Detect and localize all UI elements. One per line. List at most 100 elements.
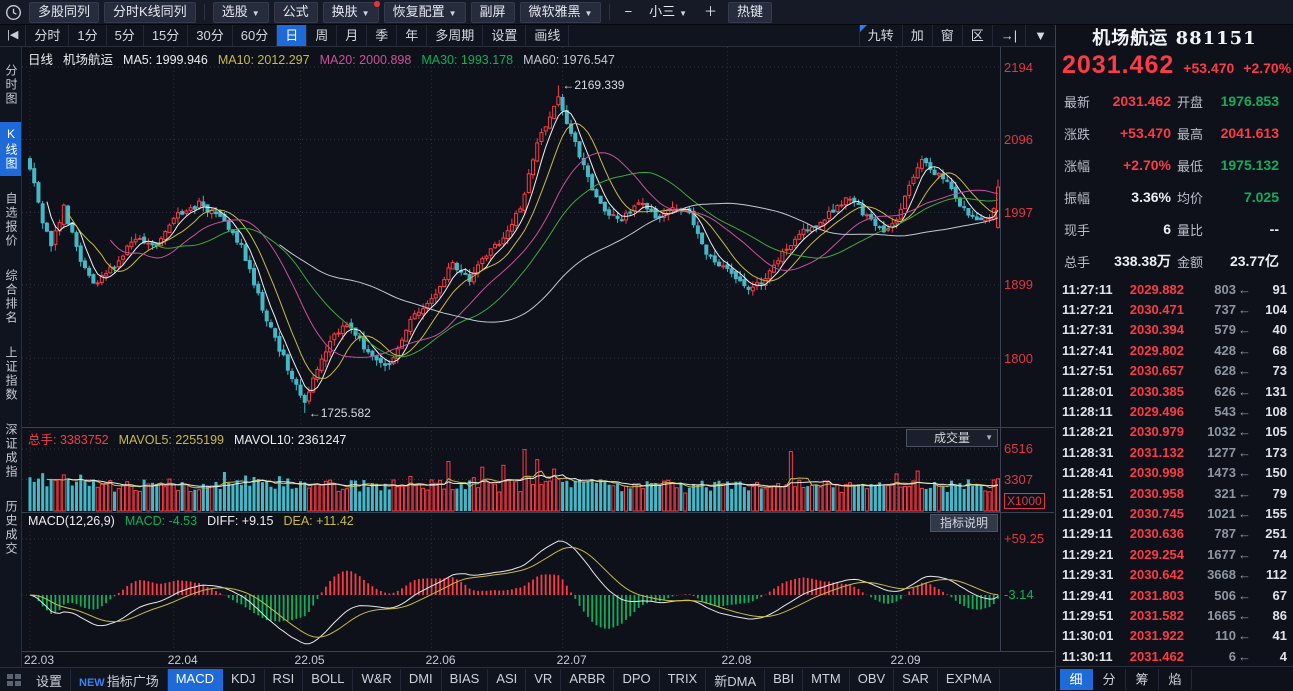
period-tab-week[interactable]: 周 <box>307 25 338 47</box>
tick-row[interactable]: 11:28:41 2030.998 1473 ← 150 <box>1062 463 1287 483</box>
formula-button[interactable]: 公式 <box>273 1 318 23</box>
sidebar-item-history-trades[interactable]: 历史成交 <box>4 500 18 557</box>
tick-row[interactable]: 11:30:01 2031.922 110 ← 41 <box>1062 626 1287 646</box>
window-button[interactable]: 窗 <box>931 25 962 47</box>
tick-row[interactable]: 11:27:11 2029.882 803 ← 91 <box>1062 279 1287 299</box>
period-tab-day[interactable]: 日 <box>277 25 308 47</box>
macd-axis-label: +59.25 <box>1004 531 1045 547</box>
period-tab-60min[interactable]: 60分 <box>233 25 278 47</box>
indicator-tab-bbi[interactable]: BBI <box>765 668 804 691</box>
tick-row[interactable]: 11:28:51 2030.958 321 ← 79 <box>1062 483 1287 503</box>
sidebar-item-szse-index[interactable]: 深证成指 <box>4 423 18 480</box>
indicator-tab-sar[interactable]: SAR <box>894 668 938 691</box>
tick-arrow-icon: ← <box>1238 526 1251 542</box>
ma-value: MA10: 2012.297 <box>217 53 310 68</box>
tick-volume: 543 <box>1214 404 1236 420</box>
panel-tab-tick-detail[interactable]: 细 <box>1060 669 1093 690</box>
tick-row[interactable]: 11:27:41 2029.802 428 ← 68 <box>1062 340 1287 360</box>
field-value: 338.38万 <box>1114 253 1171 269</box>
panel-tab-chips[interactable]: 筹 <box>1126 669 1159 690</box>
tick-row[interactable]: 11:28:31 2031.132 1277 ← 173 <box>1062 442 1287 462</box>
skin-button[interactable]: 换肤 ▼ <box>322 0 380 23</box>
sidebar-item-watchlist-quotes[interactable]: 自选报价 <box>4 192 18 249</box>
tick-row[interactable]: 11:27:51 2030.657 628 ← 73 <box>1062 361 1287 381</box>
tick-row[interactable]: 11:29:11 2030.636 787 ← 251 <box>1062 524 1287 544</box>
panel-tab-flame[interactable]: 焰 <box>1159 669 1192 690</box>
sidebar-item-kline-chart[interactable]: K线图 <box>0 122 21 177</box>
sidebar-item-sse-index[interactable]: 上证指数 <box>4 346 18 403</box>
period-tab-1min[interactable]: 1分 <box>69 25 107 47</box>
font-larger-button[interactable]: ＋ <box>698 3 723 22</box>
indicator-settings-button[interactable]: 设置 <box>28 668 72 691</box>
intraday-kline-grid-button[interactable]: 分时K线同列 <box>104 1 196 23</box>
tick-row[interactable]: 11:29:21 2029.254 1677 ← 74 <box>1062 544 1287 564</box>
period-tab-30min[interactable]: 30分 <box>188 25 233 47</box>
jump-right-button[interactable]: →| <box>991 25 1025 47</box>
period-tab-draw-line[interactable]: 画线 <box>526 25 570 47</box>
indicator-tab-wr[interactable]: W&R <box>353 668 401 691</box>
tick-row[interactable]: 11:28:11 2029.496 543 ← 108 <box>1062 401 1287 421</box>
indicator-help-button[interactable]: 指标说明 <box>930 514 998 533</box>
period-tab-intraday[interactable]: 分时 <box>26 25 70 47</box>
nine-turn-button[interactable]: 九转 <box>858 25 902 47</box>
tick-row[interactable]: 11:28:21 2030.979 1032 ← 105 <box>1062 422 1287 442</box>
hotkey-button[interactable]: 热键 <box>728 1 773 23</box>
tick-volume: 579 <box>1214 322 1236 338</box>
tick-row[interactable]: 11:30:11 2031.462 6 ← 4 <box>1062 646 1287 666</box>
indicator-tab-asi[interactable]: ASI <box>488 668 527 691</box>
tick-price: 2030.745 <box>1129 505 1184 521</box>
toolbar-separator <box>203 4 205 20</box>
indicator-tab-dpo[interactable]: DPO <box>614 668 660 691</box>
period-tab-quarter[interactable]: 季 <box>367 25 398 47</box>
indicator-tab-obv[interactable]: OBV <box>850 668 895 691</box>
font-smaller-button[interactable]: − <box>618 3 638 22</box>
zone-button[interactable]: 区 <box>961 25 992 47</box>
indicator-tab-macd[interactable]: MACD <box>167 668 223 691</box>
indicator-market-button[interactable]: NEW 指标广场 <box>71 668 168 691</box>
tick-row[interactable]: 11:27:21 2030.471 737 ← 104 <box>1062 299 1287 319</box>
period-tab-15min[interactable]: 15分 <box>144 25 189 47</box>
stock-name: 机场航运 <box>1092 28 1169 49</box>
add-button[interactable]: 加 <box>901 25 932 47</box>
layout-grid-icon[interactable] <box>6 673 22 687</box>
tick-price: 2029.254 <box>1129 546 1184 562</box>
indicator-tab-mtm[interactable]: MTM <box>803 668 850 691</box>
indicator-tab-boll[interactable]: BOLL <box>303 668 354 691</box>
tick-row[interactable]: 11:29:31 2030.642 3668 ← 112 <box>1062 564 1287 584</box>
tick-row[interactable]: 11:29:51 2031.582 1665 ← 86 <box>1062 605 1287 625</box>
period-tab-5min[interactable]: 5分 <box>107 25 144 47</box>
indicator-tab-expma[interactable]: EXPMA <box>938 668 1001 691</box>
period-tab-year[interactable]: 年 <box>397 25 428 47</box>
volume-indicator-dropdown[interactable]: 成交量 ▼ <box>906 429 998 448</box>
font-size-button[interactable]: 小三 ▼ <box>643 3 693 22</box>
period-tab-multi-period[interactable]: 多周期 <box>427 25 484 47</box>
indicator-tab-trix[interactable]: TRIX <box>660 668 707 691</box>
tick-row[interactable]: 11:28:01 2030.385 626 ← 131 <box>1062 381 1287 401</box>
tick-list[interactable]: 11:27:11 2029.882 803 ← 91 11:27:21 2030.471 73… <box>1056 277 1293 666</box>
sidebar-item-intraday-chart[interactable]: 分时图 <box>4 64 18 107</box>
tick-row[interactable]: 11:29:01 2030.745 1021 ← 155 <box>1062 503 1287 523</box>
indicator-tab-arbr[interactable]: ARBR <box>561 668 615 691</box>
indicator-tab-rsi[interactable]: RSI <box>265 668 304 691</box>
sidebar-item-ranking[interactable]: 综合排名 <box>4 269 18 326</box>
indicator-tab-vr[interactable]: VR <box>526 668 562 691</box>
secondary-screen-button[interactable]: 副屏 <box>470 1 515 23</box>
indicator-tab-kdj[interactable]: KDJ <box>223 668 265 691</box>
panel-tab-minute[interactable]: 分 <box>1093 669 1126 690</box>
collapse-left-icon[interactable]: |◀ <box>0 25 27 47</box>
stock-picker-button[interactable]: 选股 ▼ <box>212 1 269 23</box>
macd-value: DEA: +11.42 <box>283 514 354 529</box>
font-select-button[interactable]: 微软雅黑 ▼ <box>519 1 602 23</box>
tick-row[interactable]: 11:29:41 2031.803 506 ← 67 <box>1062 585 1287 605</box>
period-tab-month[interactable]: 月 <box>337 25 368 47</box>
kline-chart-svg[interactable]: ←2169.339 ←1725.582 <box>22 47 1054 667</box>
more-dropdown-button[interactable]: ▼ <box>1025 25 1055 47</box>
indicator-tab-bias[interactable]: BIAS <box>442 668 489 691</box>
indicator-tab-dmi[interactable]: DMI <box>401 668 442 691</box>
multi-stock-grid-button[interactable]: 多股同列 <box>29 1 100 23</box>
tick-row[interactable]: 11:27:31 2030.394 579 ← 40 <box>1062 320 1287 340</box>
restore-config-button[interactable]: 恢复配置 ▼ <box>383 1 466 23</box>
indicator-tab-dma-new[interactable]: 新DMA <box>706 668 766 691</box>
history-clock-icon[interactable] <box>5 4 22 21</box>
period-tab-settings[interactable]: 设置 <box>483 25 527 47</box>
